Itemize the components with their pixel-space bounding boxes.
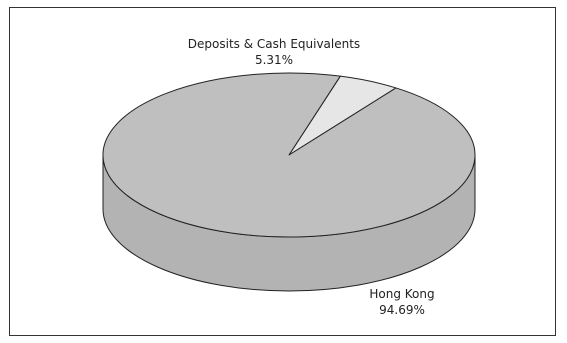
slice-value-hong-kong: 94.69% <box>379 303 425 317</box>
pie-body <box>102 72 476 292</box>
slice-label-deposits: Deposits & Cash Equivalents <box>188 37 360 51</box>
slice-value-deposits: 5.31% <box>255 53 293 67</box>
slice-label-hong-kong: Hong Kong <box>369 287 434 301</box>
pie-slice-hong-kong <box>102 72 476 238</box>
